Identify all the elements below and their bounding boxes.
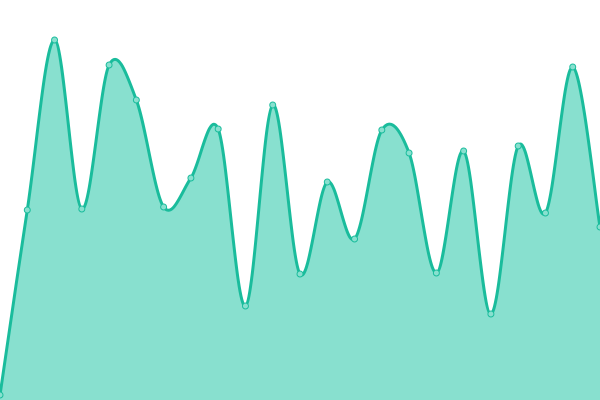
data-point-1 <box>23 206 31 214</box>
data-point-9 <box>241 302 249 310</box>
data-point-11 <box>296 270 304 278</box>
data-point-22 <box>596 223 600 231</box>
data-point-13 <box>351 235 359 243</box>
data-point-5 <box>132 96 140 104</box>
data-point-8 <box>214 125 222 133</box>
data-point-14 <box>378 126 386 134</box>
data-point-19 <box>514 142 522 150</box>
data-point-17 <box>460 147 468 155</box>
data-point-15 <box>405 149 413 157</box>
data-point-6 <box>160 203 168 211</box>
area-fill <box>0 39 600 400</box>
data-point-10 <box>269 101 277 109</box>
data-point-3 <box>78 205 86 213</box>
data-point-12 <box>323 178 331 186</box>
data-point-0 <box>0 391 4 399</box>
data-point-2 <box>51 36 59 44</box>
data-point-21 <box>569 63 577 71</box>
data-point-7 <box>187 174 195 182</box>
data-point-20 <box>541 209 549 217</box>
data-point-18 <box>487 310 495 318</box>
data-point-16 <box>432 269 440 277</box>
data-points <box>0 36 600 399</box>
data-point-4 <box>105 61 113 69</box>
series-line <box>0 38 600 396</box>
